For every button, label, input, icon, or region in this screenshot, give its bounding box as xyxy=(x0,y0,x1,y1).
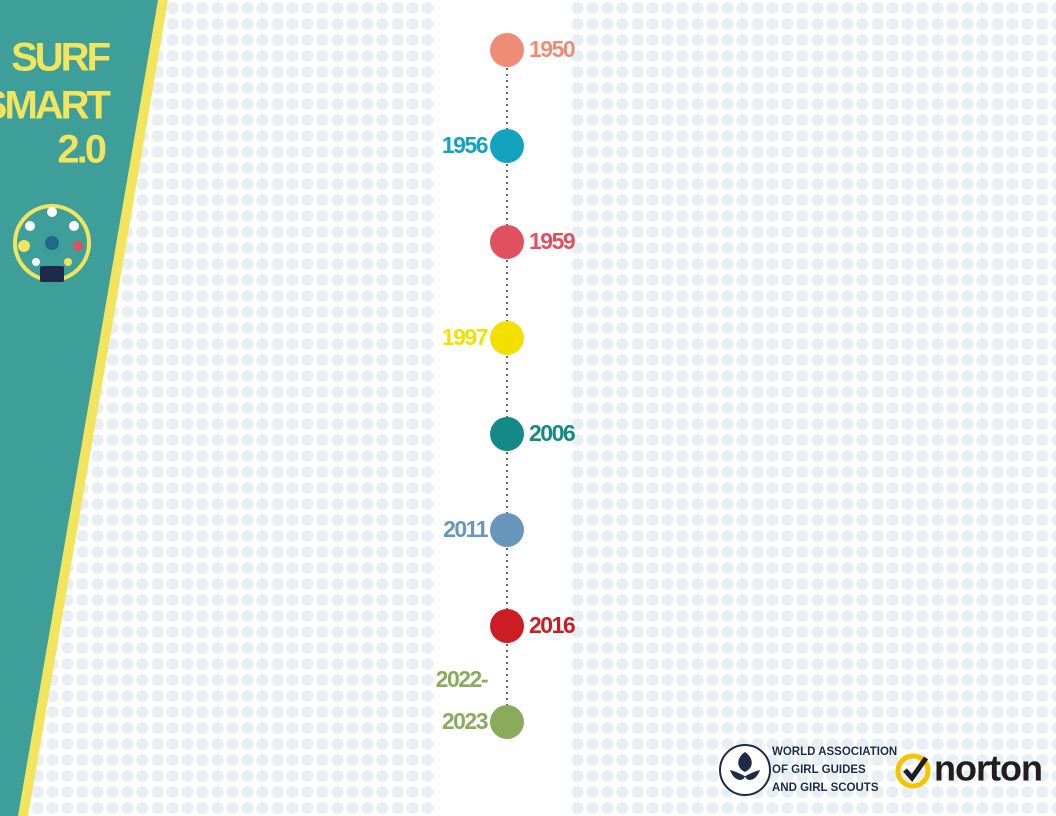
logo-text: WORLD ASSOCIATION xyxy=(772,746,897,758)
year-label: 2022- xyxy=(436,666,488,692)
logo-text: norton xyxy=(934,748,1042,789)
timeline-strip xyxy=(436,0,572,816)
year-label: 1950 xyxy=(529,36,575,62)
timeline-dot xyxy=(490,129,524,163)
side-panel xyxy=(0,0,158,816)
timeline-dot xyxy=(490,225,524,259)
year-label: 1956 xyxy=(442,132,488,158)
year-label: 2011 xyxy=(443,516,489,542)
timeline-dot xyxy=(490,321,524,355)
year-label: 1997 xyxy=(442,324,488,350)
timeline-dot xyxy=(490,609,524,643)
brand-line: SURF xyxy=(11,36,109,80)
year-label: 2016 xyxy=(529,612,575,638)
logo-text: AND GIRL SCOUTS xyxy=(772,782,879,794)
timeline-dot xyxy=(490,513,524,547)
year-label: 2023 xyxy=(442,708,488,734)
brand-title: SURF SMART 2.0 xyxy=(0,36,114,172)
year-label: 2006 xyxy=(529,420,575,446)
timeline-dot xyxy=(490,417,524,451)
brand-line: 2.0 xyxy=(57,128,105,172)
brand-line: SMART xyxy=(0,84,111,128)
wagggs-logo: WORLD ASSOCIATION OF GIRL GUIDES AND GIR… xyxy=(719,744,897,796)
norton-logo: norton xyxy=(895,748,1043,789)
timeline-dot xyxy=(490,33,524,67)
year-label: 1959 xyxy=(529,228,575,254)
timeline: 1950 1956 1959 1997 2006 2011 2016 2022- 2023 xyxy=(436,33,576,739)
timeline-dot xyxy=(490,705,524,739)
badge xyxy=(13,204,91,282)
logo-text: OF GIRL GUIDES xyxy=(772,764,866,776)
